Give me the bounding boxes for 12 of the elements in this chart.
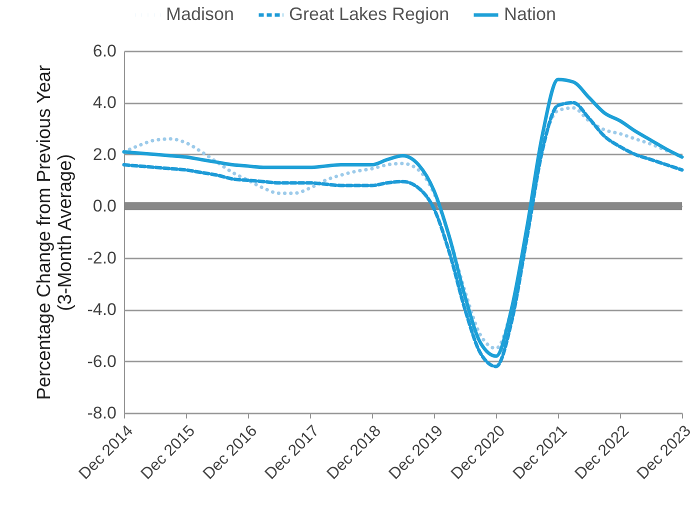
legend-label: Madison — [166, 4, 234, 24]
y-tick-label: -2.0 — [87, 248, 116, 268]
legend-label: Nation — [504, 4, 556, 24]
y-tick-label: 2.0 — [92, 144, 116, 164]
y-tick-label: -6.0 — [87, 352, 116, 371]
legend-label: Great Lakes Region — [289, 4, 450, 24]
y-axis-title: Percentage Change from Previous Year (3-Month Average) — [34, 64, 76, 400]
y-tick-label: -4.0 — [87, 300, 116, 320]
y-tick-label: 4.0 — [92, 93, 116, 112]
y-tick-label: 6.0 — [92, 42, 116, 60]
y-tick-label: -8.0 — [87, 404, 116, 422]
y-tick-label: 0.0 — [92, 196, 116, 216]
